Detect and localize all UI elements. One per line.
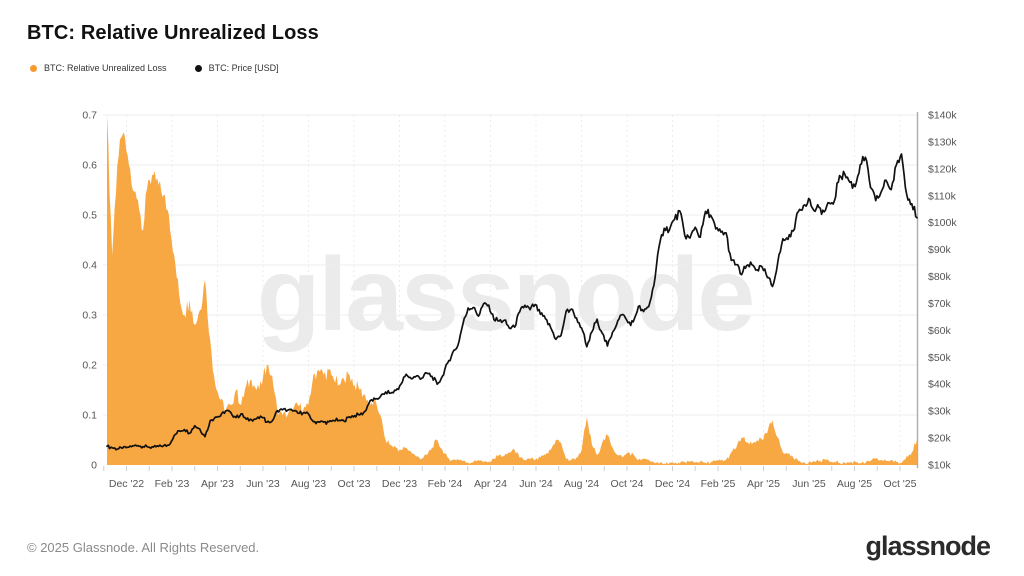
left-axis-label: 0.4 [82,260,97,272]
left-axis-label: 0.6 [82,160,97,172]
page-title: BTC: Relative Unrealized Loss [27,22,319,44]
x-axis-label: Oct '25 [884,478,917,490]
x-axis-label: Feb '25 [701,478,736,490]
right-axis-label: $40k [928,379,952,391]
copyright-text: © 2025 Glassnode. All Rights Reserved. [27,540,260,555]
x-axis-label: Feb '23 [155,478,190,490]
x-axis-label: Aug '24 [564,478,599,490]
right-axis-label: $110k [928,190,957,202]
right-axis-label: $10k [928,460,952,472]
x-axis-label: Feb '24 [428,478,463,490]
series-relative-unrealized-loss-area[interactable] [107,115,917,465]
x-axis-label: Aug '25 [837,478,872,490]
x-axis-label: Dec '24 [655,478,690,490]
right-axis-label: $90k [928,244,952,256]
glassnode-logo: glassnode [865,531,991,561]
legend-label: BTC: Relative Unrealized Loss [44,63,167,73]
right-axis-label: $130k [928,136,957,148]
left-axis-label: 0 [91,460,97,472]
right-axis-label: $140k [928,110,957,122]
x-axis-label: Jun '23 [246,478,280,490]
x-axis-label: Apr '23 [201,478,234,490]
x-axis-label: Jun '24 [519,478,553,490]
right-axis-label: $70k [928,298,952,310]
right-axis-label: $80k [928,271,952,283]
x-axis-label: Jun '25 [792,478,826,490]
x-axis-label: Dec '23 [382,478,417,490]
right-axis-label: $60k [928,325,952,337]
orange-dot-icon [30,64,37,72]
watermark-glassnode: glassnode [257,237,753,353]
left-axis-label: 0.1 [82,410,97,422]
right-axis-label: $120k [928,163,957,175]
left-axis-label: 0.3 [82,310,97,322]
legend-item-relative-unrealized-loss[interactable]: BTC: Relative Unrealized Loss [30,63,167,73]
x-axis-label: Oct '24 [611,478,644,490]
x-axis-label: Dec '22 [109,478,144,490]
legend-item-price-usd[interactable]: BTC: Price [USD] [194,63,279,73]
x-axis-label: Apr '24 [474,478,507,490]
left-axis-label: 0.5 [82,210,97,222]
legend-label: BTC: Price [USD] [208,63,279,73]
right-axis-label: $50k [928,352,952,364]
right-axis-label: $100k [928,217,957,229]
chart-legend: BTC: Relative Unrealized Loss BTC: Price… [30,63,279,73]
series-btc-price-line[interactable] [106,153,918,451]
x-axis-label: Oct '23 [338,478,371,490]
x-axis-label: Apr '25 [747,478,780,490]
left-axis-label: 0.2 [82,360,97,372]
black-dot-icon [194,64,202,72]
x-axis-label: Aug '23 [291,478,326,490]
right-axis-label: $20k [928,433,952,445]
left-axis-label: 0.7 [82,110,97,122]
right-axis-label: $30k [928,406,952,418]
